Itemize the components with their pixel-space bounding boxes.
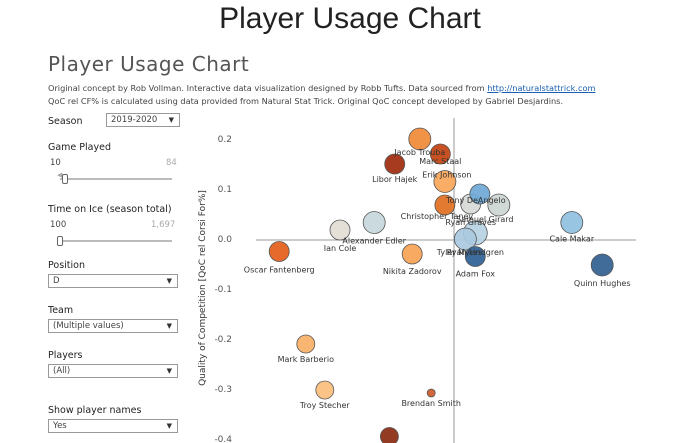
players-value: (All) <box>53 366 71 376</box>
y-tick-label: -0.4 <box>214 435 232 443</box>
player-label: Ian Cole <box>324 244 357 253</box>
y-axis-ticks: 0.2 0.1 0.0 -0.1 -0.2 -0.3 -0.4 <box>214 135 232 443</box>
player-point[interactable] <box>433 170 457 193</box>
position-value: D <box>53 276 60 286</box>
player-point[interactable] <box>362 211 386 234</box>
player-label: Cale Makar <box>549 235 594 244</box>
player-point[interactable] <box>296 334 316 354</box>
team-dropdown[interactable]: (Multiple values) ▼ <box>48 319 178 333</box>
credits-line-1: Original concept by Rob Vollman. Interac… <box>48 82 688 95</box>
toi-handle[interactable] <box>57 236 63 246</box>
player-label: Tony DeAngelo <box>445 196 506 205</box>
chevron-down-icon: ▼ <box>166 367 172 375</box>
player-point[interactable] <box>464 246 486 267</box>
chevron-down-icon: ▼ <box>168 116 174 124</box>
player-point[interactable] <box>401 243 423 265</box>
chevron-down-icon: ▼ <box>166 422 172 430</box>
y-axis-title: Quality of Competition [QoC rel Corsi Fo… <box>198 190 208 386</box>
player-label: Brendan Smith <box>401 399 461 408</box>
player-label: Libor Hajek <box>372 175 418 184</box>
season-dropdown[interactable]: 2019-2020 ▼ <box>106 113 180 127</box>
player-label: Tyler Myers <box>436 248 482 257</box>
y-tick-label: -0.1 <box>214 285 232 295</box>
toi-max: 1,697 <box>151 220 176 230</box>
player-label: Alexander Edler <box>342 237 406 246</box>
player-label: Oscar Fantenberg <box>244 266 315 275</box>
player-label: Ryan Lindgren <box>447 248 504 257</box>
player-label: Mark Barberio <box>278 355 334 364</box>
y-tick-label: 0.2 <box>218 135 232 145</box>
page-title: Player Usage Chart <box>219 2 481 35</box>
season-value: 2019-2020 <box>111 115 158 125</box>
chevron-down-icon: ▼ <box>166 322 172 330</box>
player-point[interactable] <box>429 143 451 165</box>
player-label: Adam Fox <box>456 270 496 279</box>
player-point[interactable] <box>560 211 584 234</box>
y-tick-label: -0.3 <box>214 385 232 395</box>
games-played-min: 10 <box>50 158 61 168</box>
player-point[interactable] <box>329 219 351 241</box>
games-played-max: 84 <box>166 158 177 168</box>
position-dropdown[interactable]: D ▼ <box>48 274 178 288</box>
player-label: Troy Stecher <box>299 401 351 410</box>
credits: Original concept by Rob Vollman. Interac… <box>48 82 688 108</box>
show-names-dropdown[interactable]: Yes ▼ <box>48 419 178 433</box>
chevron-down-icon: ▼ <box>166 277 172 285</box>
credits-line-2: QoC rel CF% is calculated using data pro… <box>48 96 564 106</box>
y-tick-label: -0.2 <box>214 335 232 345</box>
player-point[interactable] <box>384 153 406 175</box>
player-label: Marc Staal <box>419 157 461 166</box>
data-points[interactable] <box>268 127 614 443</box>
player-label: Nikita Zadorov <box>383 267 442 276</box>
team-label: Team <box>48 305 74 316</box>
player-point[interactable] <box>426 388 436 398</box>
credits-line-1-text: Original concept by Rob Vollman. Interac… <box>48 83 488 93</box>
season-label: Season <box>48 116 83 127</box>
y-tick-label: 0.0 <box>218 235 233 245</box>
y-tick-label: 0.1 <box>218 185 232 195</box>
toi-min: 100 <box>50 220 67 230</box>
player-label: Quinn Hughes <box>574 279 631 288</box>
player-label: Christopher Tanev <box>401 212 474 221</box>
player-point[interactable] <box>453 227 477 251</box>
player-point[interactable] <box>380 427 399 443</box>
toi-track[interactable] <box>60 240 172 242</box>
player-point[interactable] <box>268 241 290 262</box>
player-point[interactable] <box>434 194 456 216</box>
slider-left-arrow-icon[interactable]: ◀ <box>57 171 63 179</box>
player-label: Erik Johnson <box>422 171 471 180</box>
player-label: Jacob Trouba <box>393 148 445 157</box>
show-names-label: Show player names <box>48 405 142 416</box>
show-names-value: Yes <box>53 421 67 431</box>
players-dropdown[interactable]: (All) ▼ <box>48 364 178 378</box>
player-point[interactable] <box>590 253 614 277</box>
player-point[interactable] <box>487 193 511 217</box>
data-source-link[interactable]: http://naturalstattrick.com <box>487 83 596 93</box>
player-point[interactable] <box>469 183 491 205</box>
team-value: (Multiple values) <box>53 321 124 331</box>
players-label: Players <box>48 350 83 361</box>
player-point[interactable] <box>408 127 432 151</box>
player-label: Samuel Girard <box>456 215 513 224</box>
games-played-track[interactable] <box>60 178 172 180</box>
player-label: Ryan Graves <box>445 218 496 227</box>
games-played-handle[interactable] <box>62 174 68 184</box>
position-label: Position <box>48 260 85 271</box>
viz-title: Player Usage Chart <box>48 52 250 76</box>
toi-label: Time on Ice (season total) <box>48 204 172 215</box>
player-point[interactable] <box>315 380 335 400</box>
games-played-label: Game Played <box>48 142 111 153</box>
